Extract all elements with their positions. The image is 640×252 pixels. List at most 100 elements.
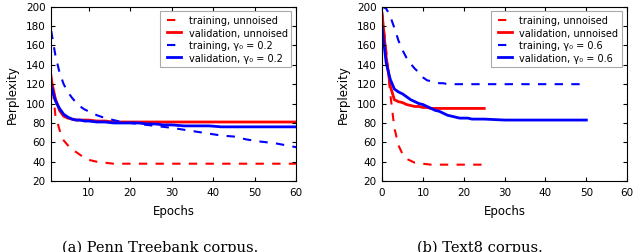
validation, γ₀ = 0.6 [468, 118, 476, 121]
training, γ₀ = 0.6 [562, 83, 570, 86]
validation, γ₀ = 0.6 [419, 104, 427, 107]
training, γ₀ = 0.2 [292, 146, 300, 149]
training, γ₀ = 0.2 [56, 72, 63, 75]
validation, unnoised [390, 99, 398, 102]
validation, γ₀ = 0.2 [255, 126, 263, 129]
training, γ₀ = 0.6 [440, 82, 447, 85]
X-axis label: Epochs: Epochs [484, 204, 525, 217]
training, unnoised [292, 163, 300, 166]
validation, unnoised [407, 105, 415, 108]
training, γ₀ = 0.2 [93, 114, 100, 117]
training, γ₀ = 0.6 [415, 72, 422, 75]
validation, γ₀ = 0.2 [93, 121, 100, 124]
validation, unnoised [419, 107, 427, 110]
validation, γ₀ = 0.2 [60, 113, 67, 116]
validation, unnoised [47, 78, 55, 81]
training, unnoised [419, 163, 427, 166]
validation, unnoised [56, 109, 63, 112]
Y-axis label: Perplexity: Perplexity [337, 65, 350, 124]
validation, γ₀ = 0.2 [51, 100, 59, 103]
training, unnoised [444, 164, 451, 167]
training, unnoised [76, 154, 84, 157]
validation, unnoised [428, 107, 435, 110]
training, unnoised [93, 161, 100, 164]
training, γ₀ = 0.2 [76, 106, 84, 109]
validation, γ₀ = 0.2 [205, 125, 213, 128]
training, γ₀ = 0.6 [378, 6, 386, 9]
validation, γ₀ = 0.2 [56, 107, 63, 110]
validation, γ₀ = 0.6 [501, 119, 509, 122]
validation, γ₀ = 0.6 [448, 115, 456, 118]
validation, γ₀ = 0.6 [460, 117, 468, 120]
validation, unnoised [292, 121, 300, 124]
training, γ₀ = 0.6 [435, 82, 443, 85]
training, unnoised [251, 163, 259, 166]
validation, γ₀ = 0.2 [72, 119, 80, 122]
validation, γ₀ = 0.6 [395, 91, 403, 94]
training, γ₀ = 0.6 [390, 27, 398, 30]
validation, γ₀ = 0.6 [582, 119, 590, 122]
training, γ₀ = 0.2 [143, 124, 150, 127]
validation, unnoised [101, 120, 109, 123]
validation, unnoised [81, 119, 88, 122]
training, γ₀ = 0.2 [64, 91, 72, 94]
validation, γ₀ = 0.2 [292, 126, 300, 129]
validation, unnoised [378, 13, 386, 16]
training, unnoised [452, 164, 460, 167]
Line: training, γ₀ = 0.2: training, γ₀ = 0.2 [51, 32, 296, 148]
training, γ₀ = 0.2 [151, 125, 159, 128]
validation, unnoised [460, 107, 468, 110]
training, γ₀ = 0.2 [168, 127, 175, 130]
training, γ₀ = 0.2 [101, 117, 109, 120]
training, γ₀ = 0.2 [109, 119, 117, 122]
validation, unnoised [448, 107, 456, 110]
validation, unnoised [423, 107, 431, 110]
validation, unnoised [440, 107, 447, 110]
validation, γ₀ = 0.6 [521, 119, 529, 122]
validation, γ₀ = 0.6 [399, 93, 406, 96]
training, unnoised [60, 139, 67, 142]
training, γ₀ = 0.6 [464, 83, 472, 86]
training, γ₀ = 0.2 [159, 126, 167, 129]
validation, γ₀ = 0.2 [47, 85, 55, 88]
training, γ₀ = 0.6 [407, 63, 415, 66]
training, γ₀ = 0.6 [456, 83, 463, 86]
training, unnoised [230, 163, 238, 166]
training, γ₀ = 0.6 [448, 83, 456, 86]
training, γ₀ = 0.6 [428, 80, 435, 83]
validation, γ₀ = 0.6 [415, 103, 422, 106]
validation, γ₀ = 0.2 [134, 122, 142, 125]
validation, γ₀ = 0.6 [472, 118, 480, 121]
validation, unnoised [395, 101, 403, 104]
validation, γ₀ = 0.6 [456, 117, 463, 120]
training, unnoised [468, 164, 476, 167]
validation, γ₀ = 0.2 [168, 124, 175, 127]
validation, γ₀ = 0.6 [431, 109, 439, 112]
validation, unnoised [147, 121, 155, 124]
validation, unnoised [415, 106, 422, 109]
Text: (b) Text8 corpus.: (b) Text8 corpus. [417, 239, 543, 252]
training, γ₀ = 0.6 [403, 57, 410, 60]
training, γ₀ = 0.6 [444, 83, 451, 86]
training, unnoised [109, 163, 117, 166]
validation, γ₀ = 0.2 [159, 124, 167, 127]
training, unnoised [64, 144, 72, 147]
training, unnoised [382, 49, 390, 52]
training, γ₀ = 0.6 [423, 79, 431, 82]
training, unnoised [47, 74, 55, 77]
validation, γ₀ = 0.6 [387, 78, 394, 81]
training, unnoised [415, 163, 422, 166]
training, unnoised [209, 163, 217, 166]
training, unnoised [387, 93, 394, 96]
Text: (a) Penn Treebank corpus.: (a) Penn Treebank corpus. [62, 239, 258, 252]
Legend: training, unnoised, validation, unnoised, training, γ₀ = 0.6, validation, γ₀ = 0: training, unnoised, validation, unnoised… [492, 12, 622, 67]
training, unnoised [460, 164, 468, 167]
training, γ₀ = 0.2 [72, 102, 80, 105]
validation, γ₀ = 0.6 [562, 119, 570, 122]
validation, unnoised [272, 121, 280, 124]
validation, γ₀ = 0.6 [403, 96, 410, 99]
validation, unnoised [476, 107, 484, 110]
validation, γ₀ = 0.2 [68, 118, 76, 121]
training, unnoised [81, 157, 88, 160]
validation, unnoised [456, 107, 463, 110]
